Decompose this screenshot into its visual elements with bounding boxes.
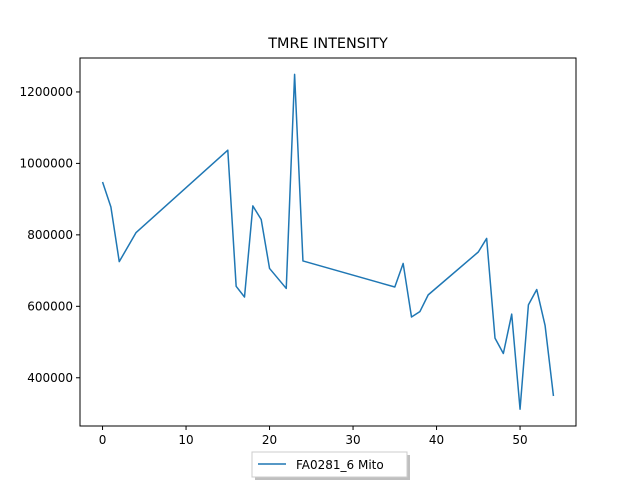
x-tick-label: 40 [429,433,444,447]
y-tick-label: 1000000 [20,156,73,170]
series-layer [101,73,555,410]
x-tick-label: 50 [512,433,527,447]
y-tick-label: 800000 [27,228,73,242]
y-tick-label: 600000 [27,299,73,313]
y-tick-label: 1200000 [20,85,73,99]
legend: FA0281_6 Mito [251,451,410,480]
y-tick-label: 400000 [27,371,73,385]
axis-ticks: 0 10 20 30 40 50 400000 600000 800000 1000000 1200… [20,85,528,447]
x-tick-label: 10 [178,433,193,447]
legend-label: FA0281_6 Mito [296,458,384,472]
chart-title: TMRE INTENSITY [267,36,388,52]
x-tick-label: 0 [99,433,107,447]
x-tick-label: 30 [345,433,360,447]
plot-frame [79,57,577,427]
x-tick-label: 20 [262,433,277,447]
series-line-0 [101,73,555,410]
